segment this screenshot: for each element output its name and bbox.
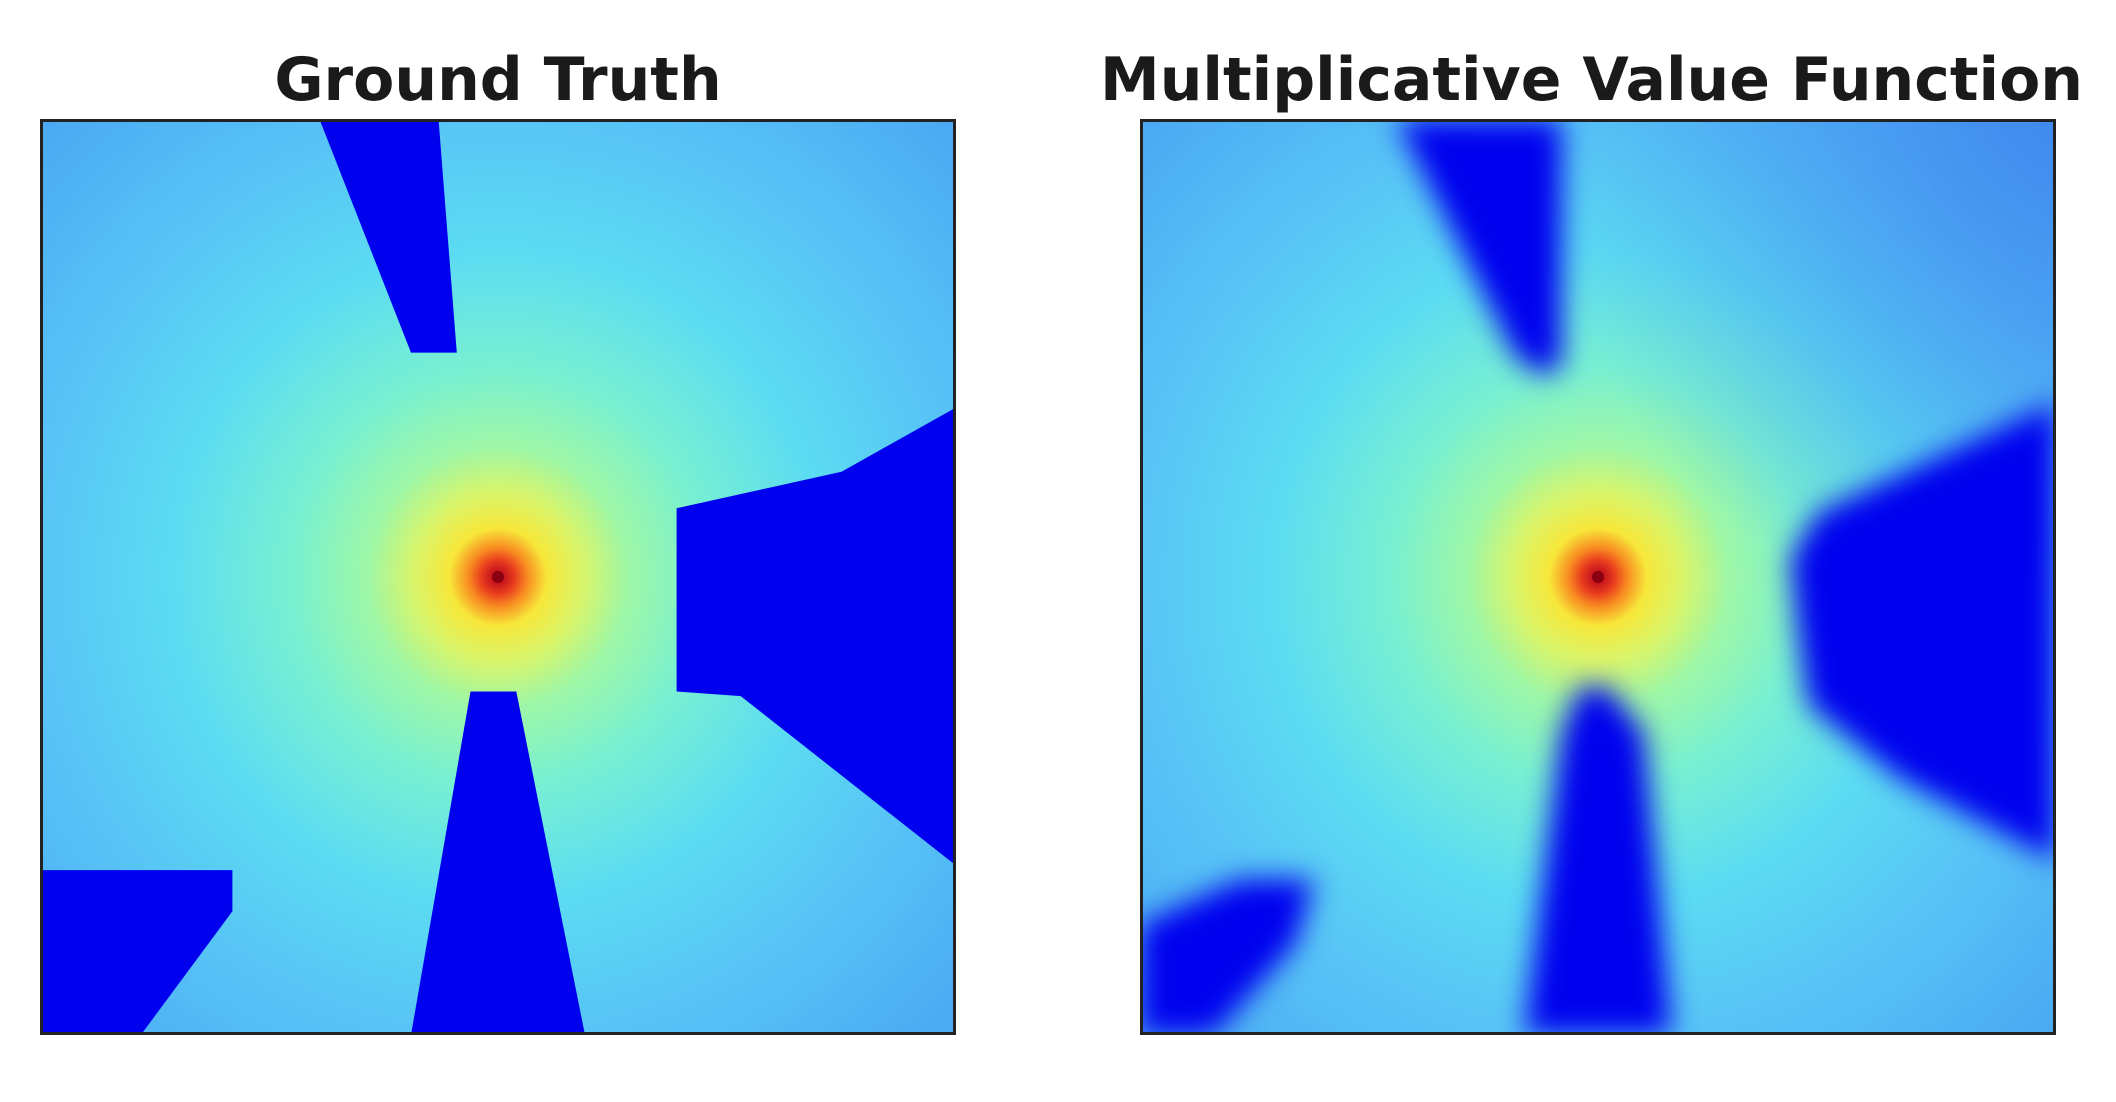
obstacle-bottom (1524, 686, 1672, 1035)
obstacle-right (676, 407, 956, 866)
goal-point (1592, 571, 1604, 583)
obstacle-bottom-left (40, 870, 233, 1035)
ground-truth-heatmap (40, 119, 956, 1035)
goal-point (492, 571, 504, 583)
multiplicative-value-function-heatmap (1140, 119, 2056, 1035)
obstacle-top (1396, 119, 1562, 376)
plot-frame (40, 119, 956, 1035)
obstacle-top (319, 119, 457, 353)
obstacle-bottom-left (1140, 879, 1314, 1035)
multiplicative-value-function-title: Multiplicative Value Function (1100, 45, 2083, 115)
plot-frame (1140, 119, 2056, 1035)
obstacle-bottom (411, 691, 585, 1035)
ground-truth-title: Ground Truth (274, 45, 722, 115)
obstacle-right (1790, 403, 2056, 861)
